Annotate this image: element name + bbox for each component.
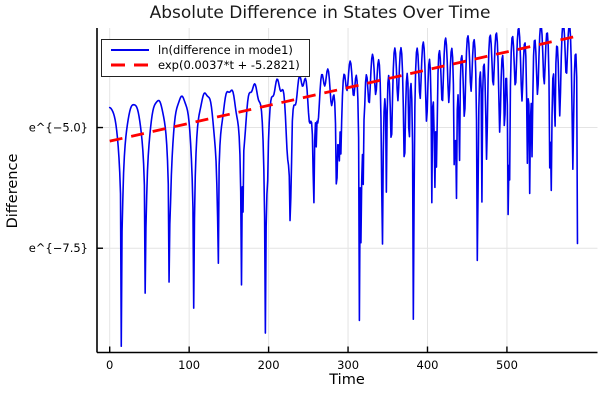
y-tick-label: e^{−5.0} [29, 121, 88, 135]
series-line-ln-difference [108, 28, 579, 348]
legend-label: ln(difference in mode1) [158, 43, 293, 57]
legend-box: ln(difference in mode1) exp(0.0037*t + -… [101, 39, 310, 77]
y-axis-label: Difference [5, 153, 21, 229]
y-tick-label: e^{−7.5} [29, 241, 88, 255]
series-line-exp-fit [109, 34, 578, 143]
x-tick-label: 400 [417, 358, 439, 372]
x-tick-label: 200 [258, 358, 280, 372]
legend-line-solid-icon [111, 49, 149, 51]
legend-entry-exp-fit: exp(0.0037*t + -5.2821) [109, 58, 300, 72]
axis-layer [96, 28, 598, 354]
series-layer [108, 28, 579, 348]
chart-title: Absolute Difference in States Over Time [149, 3, 491, 23]
x-tick-label: 100 [178, 358, 200, 372]
tick-label-layer: 0 100 200 300 400 500 e^{−5.0} e^{−7.5} [29, 121, 518, 372]
legend-line-dashed-icon [111, 63, 149, 67]
x-tick-label: 300 [337, 358, 359, 372]
legend-label: exp(0.0037*t + -5.2821) [158, 58, 300, 72]
x-tick-label: 500 [496, 358, 518, 372]
x-tick-label: 0 [106, 358, 113, 372]
legend-entry-ln-difference: ln(difference in mode1) [109, 43, 300, 57]
x-axis-label: Time [329, 372, 365, 388]
